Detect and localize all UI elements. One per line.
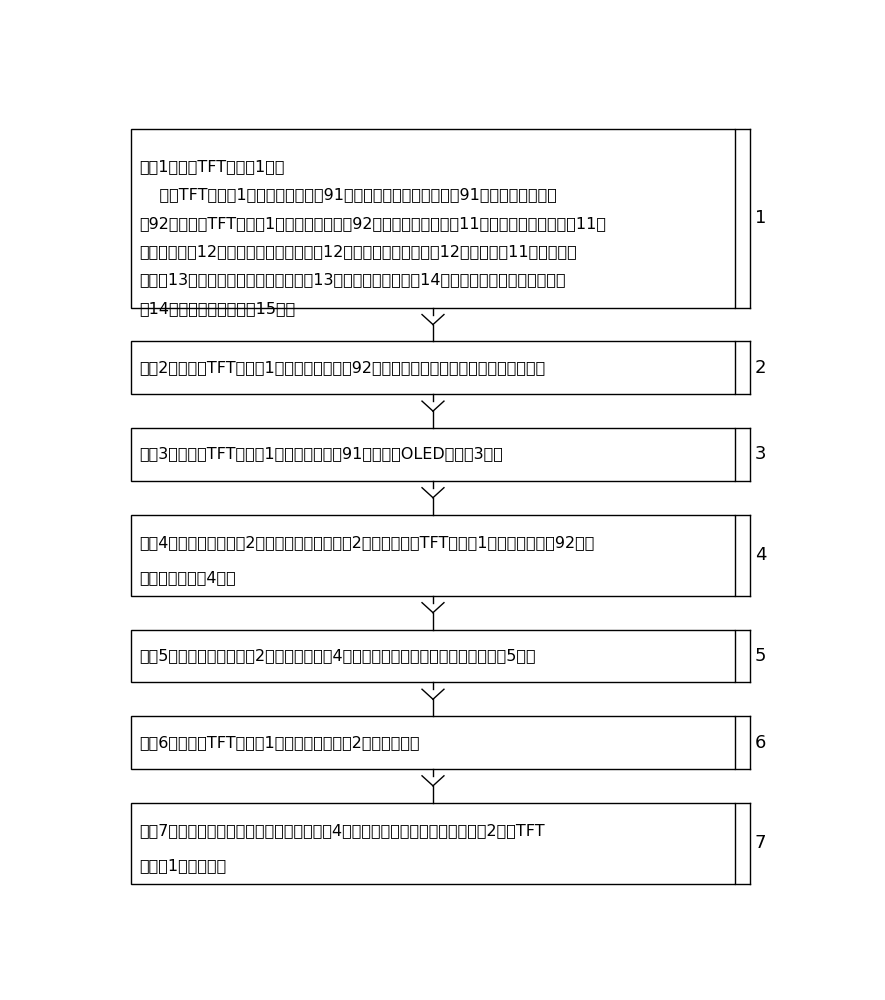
Text: 步骤4、提供封装盖板（2），在所述封装盖板（2）上对应所述TFT基板（1）的封装区域（92）的: 步骤4、提供封装盖板（2），在所述封装盖板（2）上对应所述TFT基板（1）的封装… [140, 535, 595, 550]
Text: 步骤2、将所述TFT基板（1）位于封装区域（92）的上表面制备成凹凸不平的粗糙表面；: 步骤2、将所述TFT基板（1）位于封装区域（92）的上表面制备成凹凸不平的粗糙表… [140, 360, 546, 375]
Text: 步骤3、在所述TFT基板（1）的显示区域（91）上制作OLED器件（3）；: 步骤3、在所述TFT基板（1）的显示区域（91）上制作OLED器件（3）； [140, 447, 504, 462]
Bar [131, 803, 735, 884]
Bar [131, 515, 735, 596]
Text: 步骤1、提供TFT基板（1）；: 步骤1、提供TFT基板（1）； [140, 159, 285, 174]
Text: 步骤5、在所述封装盖板（2）上所述框胶（4）围成的内部区域贴覆一层密封薄膜（5）；: 步骤5、在所述封装盖板（2）上所述框胶（4）围成的内部区域贴覆一层密封薄膜（5）… [140, 648, 536, 663]
Text: 步骤6、将所述TFT基板（1）、及封装盖板（2）相对贴合；: 步骤6、将所述TFT基板（1）、及封装盖板（2）相对贴合； [140, 735, 420, 750]
Text: 5: 5 [755, 647, 766, 665]
Text: 4: 4 [755, 546, 766, 564]
Text: （92），所述TFT基板（1）位于封装区域（92）的结构包括基板（11）、形成于所述基板（11）: （92），所述TFT基板（1）位于封装区域（92）的结构包括基板（11）、形成于… [140, 216, 606, 231]
Text: 基板（1）的封装。: 基板（1）的封装。 [140, 858, 227, 873]
Text: 上的金属层（12）、形成于所述金属层（12）上覆盖所述金属层（12）与基板（11）的栅极绝: 上的金属层（12）、形成于所述金属层（12）上覆盖所述金属层（12）与基板（11… [140, 244, 577, 259]
Text: 2: 2 [755, 359, 766, 377]
Text: 缘层（13）、形成于所述栅极绝缘层（13）上的刻蚀阔挡层（14）、及形成于所述刻蚀阔挡层: 缘层（13）、形成于所述栅极绝缘层（13）上的刻蚀阔挡层（14）、及形成于所述刻… [140, 272, 566, 287]
Text: 3: 3 [755, 445, 766, 463]
Text: 表面涂覆框胶（4）；: 表面涂覆框胶（4）； [140, 570, 236, 585]
Text: 6: 6 [755, 734, 766, 752]
Bar [131, 428, 735, 481]
Text: 所述TFT基板（1）包括显示区域（91）、及位于所述显示区域（91）外围的封装区域: 所述TFT基板（1）包括显示区域（91）、及位于所述显示区域（91）外围的封装区… [140, 187, 558, 202]
Bar [131, 129, 735, 308]
Bar [131, 341, 735, 394]
Text: 步骤7、利用紫外光进行照射，使所述框胶（4）固化，从而完成所述封装盖板（2）对TFT: 步骤7、利用紫外光进行照射，使所述框胶（4）固化，从而完成所述封装盖板（2）对T… [140, 823, 545, 838]
Text: 1: 1 [755, 209, 766, 227]
Bar [131, 716, 735, 769]
Text: （14）上的騼化保护层（15）；: （14）上的騼化保护层（15）； [140, 301, 296, 316]
Text: 7: 7 [755, 834, 766, 852]
Bar [131, 630, 735, 682]
